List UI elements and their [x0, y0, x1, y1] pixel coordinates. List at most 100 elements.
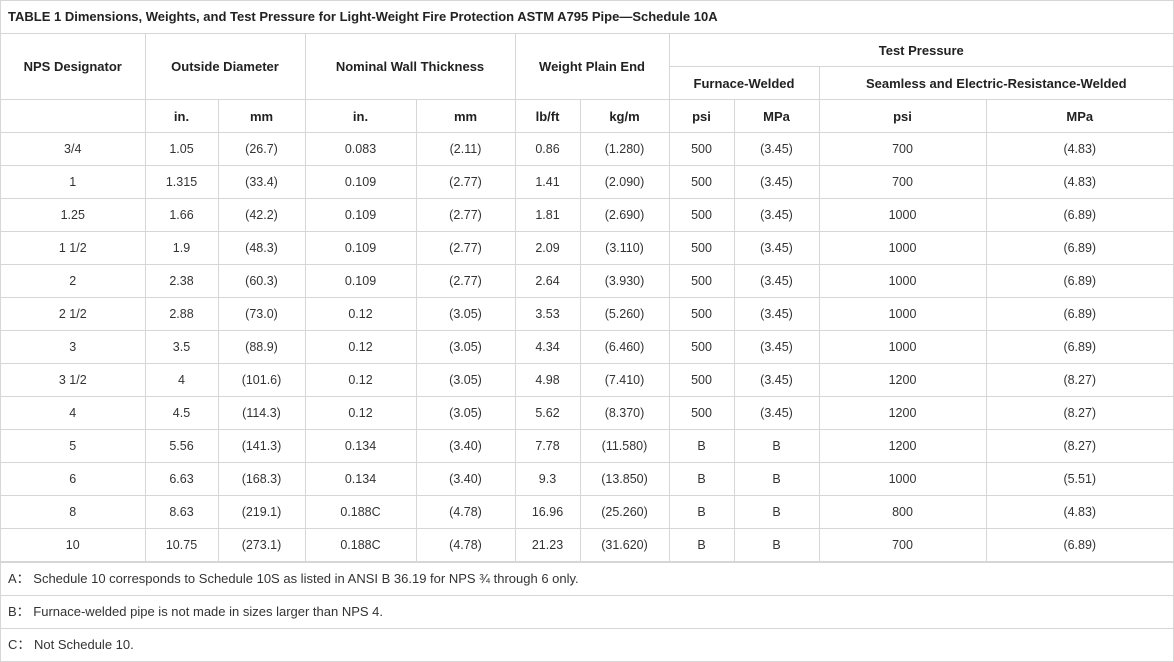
- table-cell: 1000: [818, 330, 987, 364]
- table-cell: (3.45): [733, 330, 820, 364]
- table-cell: 6: [1, 462, 146, 496]
- table-cell: (5.51): [985, 462, 1174, 496]
- table-cell: (141.3): [217, 429, 306, 463]
- table-cell: (3.45): [733, 231, 820, 265]
- table-cell: (42.2): [217, 198, 306, 232]
- table-cell: (6.89): [985, 330, 1174, 364]
- table-cell: 0.188C: [304, 495, 417, 529]
- table-cell: (3.40): [415, 429, 516, 463]
- table-cell: 7.78: [514, 429, 581, 463]
- table-cell: 1.9: [144, 231, 219, 265]
- table-cell: 4.34: [514, 330, 581, 364]
- pipe-spec-table: NPS Designator Outside Diameter Nominal …: [1, 34, 1174, 562]
- table-cell: 1.81: [514, 198, 581, 232]
- table-cell: 1200: [818, 429, 987, 463]
- table-cell: 1200: [818, 363, 987, 397]
- table-cell: (6.89): [985, 198, 1174, 232]
- table-cell: (6.89): [985, 231, 1174, 265]
- table-cell: 700: [818, 528, 987, 562]
- table-row: 1 1.315 (33.4) 0.109 (2.77) 1.41 (2.090) 500 (3.…: [1, 165, 1174, 199]
- table-cell: (11.580): [579, 429, 670, 463]
- table-cell: 2: [1, 264, 146, 298]
- table-cell: 3: [1, 330, 146, 364]
- table-cell: 500: [668, 132, 735, 166]
- table-cell: 500: [668, 165, 735, 199]
- table-cell: 8: [1, 495, 146, 529]
- table-cell: (7.410): [579, 363, 670, 397]
- header-unit-od-mm: mm: [217, 99, 306, 133]
- table-cell: 9.3: [514, 462, 581, 496]
- header-unit-od-in: in.: [144, 99, 219, 133]
- table-cell: 1000: [818, 297, 987, 331]
- header-unit-fw-psi: psi: [668, 99, 735, 133]
- table-cell: (6.89): [985, 528, 1174, 562]
- table-cell: 700: [818, 132, 987, 166]
- table-cell: 3.5: [144, 330, 219, 364]
- table-cell: 5.62: [514, 396, 581, 430]
- table-cell: 5.56: [144, 429, 219, 463]
- table-cell: (3.45): [733, 297, 820, 331]
- table-cell: 500: [668, 363, 735, 397]
- header-outside-diameter: Outside Diameter: [144, 34, 306, 100]
- table-cell: 0.134: [304, 462, 417, 496]
- table-cell: 0.86: [514, 132, 581, 166]
- table-cell: (114.3): [217, 396, 306, 430]
- table-cell: 0.134: [304, 429, 417, 463]
- table-cell: B: [733, 429, 820, 463]
- table-cell: (31.620): [579, 528, 670, 562]
- table-cell: (273.1): [217, 528, 306, 562]
- table-cell: B: [668, 528, 735, 562]
- table-cell: (3.05): [415, 396, 516, 430]
- table-cell: 1000: [818, 231, 987, 265]
- table-cell: 500: [668, 264, 735, 298]
- table-cell: 1.66: [144, 198, 219, 232]
- table-cell: (3.45): [733, 165, 820, 199]
- table-cell: (3.40): [415, 462, 516, 496]
- table-row: 8 8.63 (219.1) 0.188C (4.78) 16.96 (25.260) B B 8…: [1, 495, 1174, 529]
- header-furnace-welded: Furnace-Welded: [669, 66, 820, 100]
- header-nps: NPS Designator: [1, 34, 146, 100]
- table-cell: 0.109: [304, 165, 417, 199]
- header-unit-wall-mm: mm: [415, 99, 516, 133]
- table-cell: B: [668, 429, 735, 463]
- table-cell: 2 1/2: [1, 297, 146, 331]
- table-cell: (3.05): [415, 363, 516, 397]
- table-cell: 1000: [818, 264, 987, 298]
- table-cell: 0.109: [304, 231, 417, 265]
- table-cell: 4: [1, 396, 146, 430]
- table-cell: 500: [668, 231, 735, 265]
- table-cell: 1.05: [144, 132, 219, 166]
- table-row: 1 1/2 1.9 (48.3) 0.109 (2.77) 2.09 (3.110) 500(…: [1, 231, 1174, 265]
- table-body: 3/4 1.05 (26.7) 0.083 (2.11) 0.86 (1.280) 500 (3…: [1, 132, 1174, 562]
- table-cell: (4.83): [985, 495, 1174, 529]
- table-cell: 2.38: [144, 264, 219, 298]
- header-unit-wall-in: in.: [304, 99, 417, 133]
- table-cell: (3.45): [733, 132, 820, 166]
- table-row: 10 10.75 (273.1) 0.188C (4.78) 21.23 (31.620) B…: [1, 528, 1174, 562]
- table-cell: 1.315: [144, 165, 219, 199]
- header-unit-kgm: kg/m: [579, 99, 670, 133]
- table-cell: B: [733, 528, 820, 562]
- table-cell: (88.9): [217, 330, 306, 364]
- header-unit-sw-psi: psi: [818, 99, 987, 133]
- table-cell: 0.109: [304, 264, 417, 298]
- table-cell: (8.27): [985, 396, 1174, 430]
- table-cell: (2.77): [415, 198, 516, 232]
- table-cell: (5.260): [579, 297, 670, 331]
- table-cell: (2.690): [579, 198, 670, 232]
- table-cell: 10.75: [144, 528, 219, 562]
- table-cell: (3.05): [415, 330, 516, 364]
- header-unit-fw-mpa: MPa: [733, 99, 820, 133]
- table-row: 3 3.5 (88.9) 0.12 (3.05) 4.34 (6.460) 500 (3.45)…: [1, 330, 1174, 364]
- header-weight: Weight Plain End: [514, 34, 670, 100]
- table-cell: (73.0): [217, 297, 306, 331]
- table-cell: 800: [818, 495, 987, 529]
- table-cell: 500: [668, 396, 735, 430]
- table-cell: (8.27): [985, 429, 1174, 463]
- table-cell: 0.12: [304, 363, 417, 397]
- table-cell: (219.1): [217, 495, 306, 529]
- table-cell: (48.3): [217, 231, 306, 265]
- table-cell: 5: [1, 429, 146, 463]
- note-b: B： Furnace-welded pipe is not made in si…: [1, 595, 1173, 628]
- header-seamless: Seamless and Electric-Resistance-Welded: [818, 66, 1174, 100]
